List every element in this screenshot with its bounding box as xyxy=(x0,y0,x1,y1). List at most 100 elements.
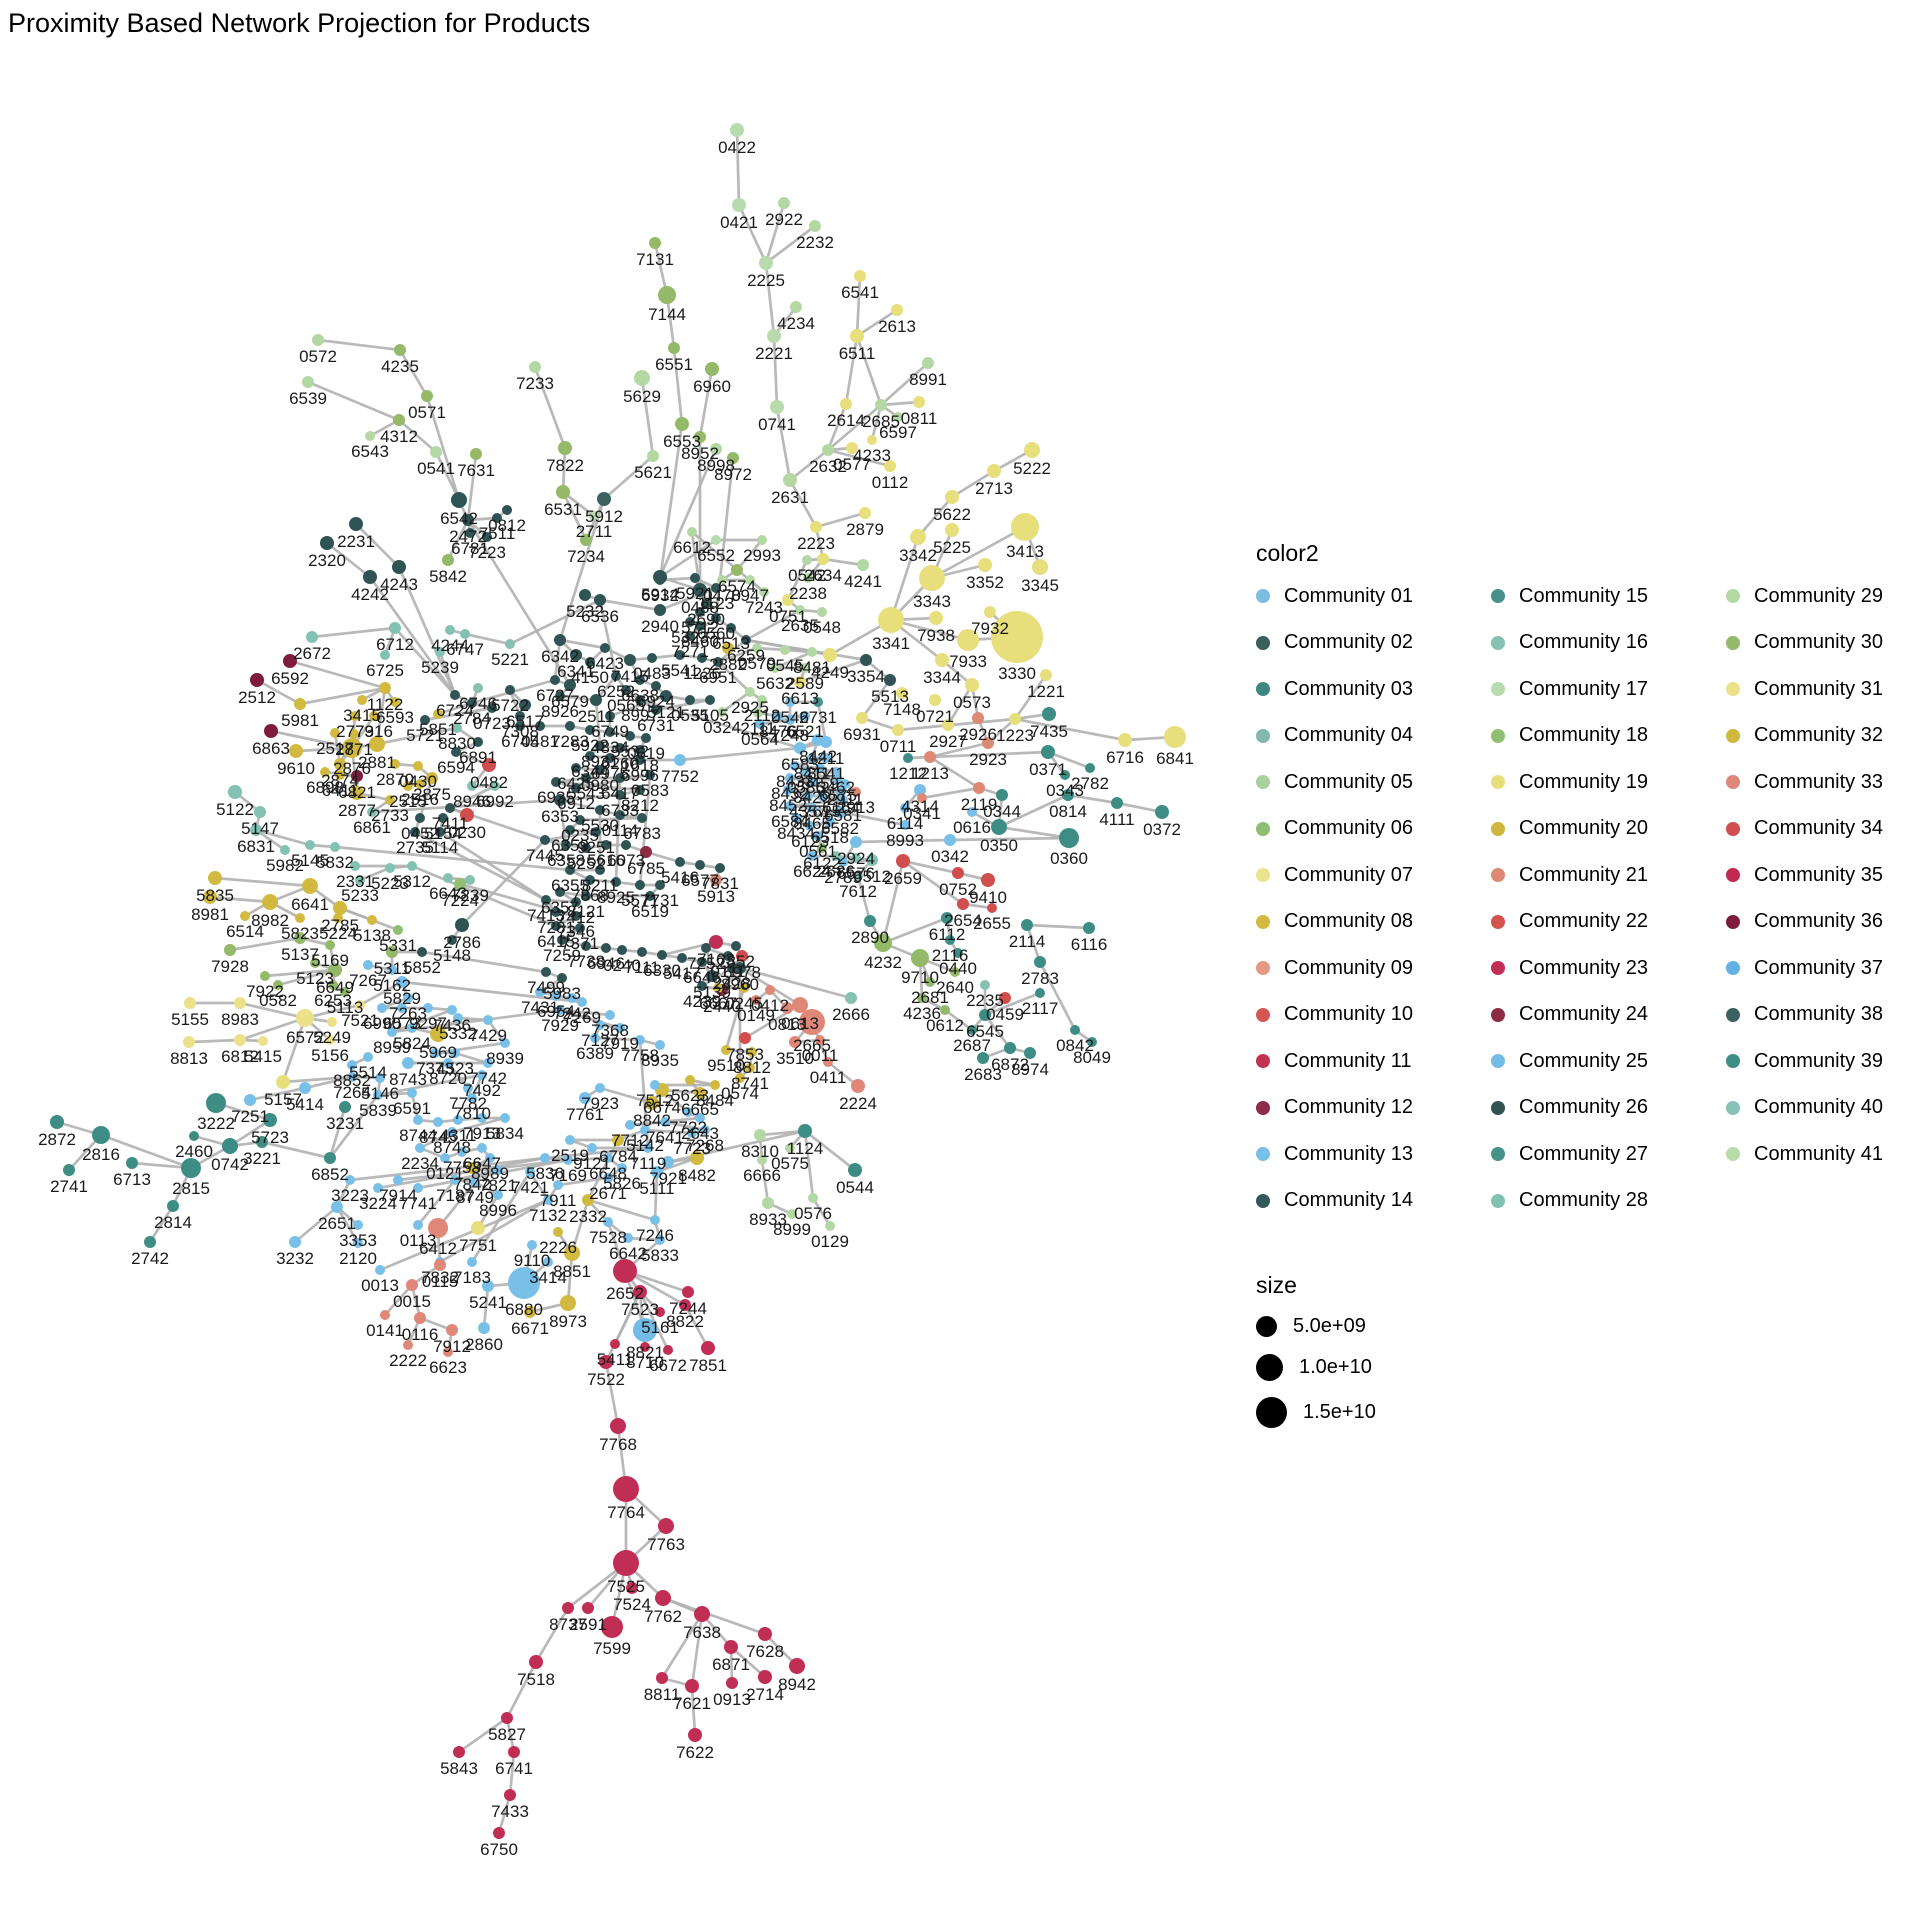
graph-node[interactable] xyxy=(595,865,605,875)
graph-node[interactable] xyxy=(589,511,599,521)
legend-item-community-18[interactable]: Community 18 xyxy=(1491,721,1648,751)
graph-node[interactable] xyxy=(677,953,687,963)
legend-item-community-04[interactable]: Community 04 xyxy=(1256,721,1413,751)
graph-node[interactable] xyxy=(781,1002,793,1014)
graph-node[interactable] xyxy=(782,594,794,606)
graph-node[interactable] xyxy=(345,1175,355,1185)
legend-item-community-25[interactable]: Community 25 xyxy=(1491,1046,1648,1076)
graph-node[interactable] xyxy=(637,813,647,823)
graph-node[interactable] xyxy=(747,1047,757,1057)
graph-node[interactable] xyxy=(987,903,997,913)
graph-node[interactable] xyxy=(595,1083,605,1093)
graph-node[interactable] xyxy=(789,1036,801,1048)
graph-node[interactable] xyxy=(973,782,985,794)
graph-node[interactable] xyxy=(982,737,994,749)
graph-node[interactable] xyxy=(453,1746,465,1758)
graph-node[interactable] xyxy=(415,1143,425,1153)
graph-node[interactable] xyxy=(848,1163,862,1177)
graph-node[interactable] xyxy=(367,915,377,925)
graph-node[interactable] xyxy=(575,815,585,825)
graph-node[interactable] xyxy=(375,1265,385,1275)
graph-node[interactable] xyxy=(433,709,443,719)
graph-node[interactable] xyxy=(658,1518,674,1534)
graph-node[interactable] xyxy=(340,987,350,997)
graph-node[interactable] xyxy=(585,751,595,761)
graph-node[interactable] xyxy=(446,1324,458,1336)
graph-node[interactable] xyxy=(635,1035,645,1045)
graph-node[interactable] xyxy=(263,1113,277,1127)
graph-node[interactable] xyxy=(723,951,733,961)
graph-node[interactable] xyxy=(850,836,862,848)
graph-node[interactable] xyxy=(1083,922,1095,934)
graph-node[interactable] xyxy=(385,795,395,805)
graph-node[interactable] xyxy=(501,1712,513,1724)
graph-node[interactable] xyxy=(791,813,801,823)
graph-node[interactable] xyxy=(555,1005,565,1015)
graph-node[interactable] xyxy=(700,1125,710,1135)
graph-node[interactable] xyxy=(825,1221,835,1231)
graph-node[interactable] xyxy=(389,622,401,634)
graph-node[interactable] xyxy=(650,1080,660,1090)
graph-node[interactable] xyxy=(540,1153,550,1163)
graph-node[interactable] xyxy=(560,1295,576,1311)
graph-node[interactable] xyxy=(600,643,610,653)
graph-node[interactable] xyxy=(726,623,736,633)
graph-node[interactable] xyxy=(460,629,470,639)
graph-node[interactable] xyxy=(413,1115,423,1125)
graph-node[interactable] xyxy=(705,695,715,705)
graph-node[interactable] xyxy=(465,528,475,538)
graph-node[interactable] xyxy=(941,912,953,924)
graph-node[interactable] xyxy=(454,878,466,890)
graph-node[interactable] xyxy=(529,361,541,373)
graph-node[interactable] xyxy=(815,1035,825,1045)
graph-node[interactable] xyxy=(674,754,686,766)
graph-node[interactable] xyxy=(541,895,551,905)
graph-node[interactable] xyxy=(807,777,817,787)
graph-node[interactable] xyxy=(615,1023,625,1033)
graph-node[interactable] xyxy=(817,791,827,801)
graph-node[interactable] xyxy=(900,820,910,830)
graph-node[interactable] xyxy=(289,744,303,758)
graph-node[interactable] xyxy=(477,1113,487,1123)
graph-node[interactable] xyxy=(276,1075,290,1089)
graph-node[interactable] xyxy=(785,715,795,725)
graph-node[interactable] xyxy=(984,606,996,618)
graph-node[interactable] xyxy=(467,698,477,708)
graph-node[interactable] xyxy=(1024,1047,1036,1059)
legend-item-community-12[interactable]: Community 12 xyxy=(1256,1093,1413,1123)
graph-node[interactable] xyxy=(483,1058,493,1068)
legend-item-community-17[interactable]: Community 17 xyxy=(1491,674,1648,704)
graph-node[interactable] xyxy=(564,1245,580,1261)
graph-node[interactable] xyxy=(334,758,346,770)
graph-node[interactable] xyxy=(817,843,827,853)
graph-node[interactable] xyxy=(838,857,848,867)
graph-node[interactable] xyxy=(430,1026,446,1042)
graph-node[interactable] xyxy=(878,607,904,633)
graph-node[interactable] xyxy=(967,1025,977,1035)
graph-node[interactable] xyxy=(715,863,725,873)
graph-node[interactable] xyxy=(280,845,290,855)
graph-node[interactable] xyxy=(866,854,878,866)
graph-node[interactable] xyxy=(977,1052,989,1064)
graph-node[interactable] xyxy=(675,650,685,660)
graph-node[interactable] xyxy=(355,1000,365,1010)
graph-node[interactable] xyxy=(1032,559,1048,575)
graph-node[interactable] xyxy=(262,894,278,910)
graph-node[interactable] xyxy=(727,963,737,973)
graph-node[interactable] xyxy=(683,1107,693,1117)
graph-node[interactable] xyxy=(735,1073,745,1083)
graph-node[interactable] xyxy=(470,448,482,460)
graph-node[interactable] xyxy=(490,781,500,791)
graph-node[interactable] xyxy=(801,767,811,777)
graph-node[interactable] xyxy=(240,911,250,921)
graph-node[interactable] xyxy=(302,376,314,388)
graph-node[interactable] xyxy=(493,1827,505,1839)
graph-node[interactable] xyxy=(615,790,625,800)
graph-node[interactable] xyxy=(658,286,676,304)
graph-node[interactable] xyxy=(731,941,741,951)
graph-node[interactable] xyxy=(535,987,545,997)
graph-node[interactable] xyxy=(929,694,941,706)
graph-node[interactable] xyxy=(493,1165,503,1175)
graph-node[interactable] xyxy=(717,575,727,585)
graph-node[interactable] xyxy=(1041,745,1055,759)
